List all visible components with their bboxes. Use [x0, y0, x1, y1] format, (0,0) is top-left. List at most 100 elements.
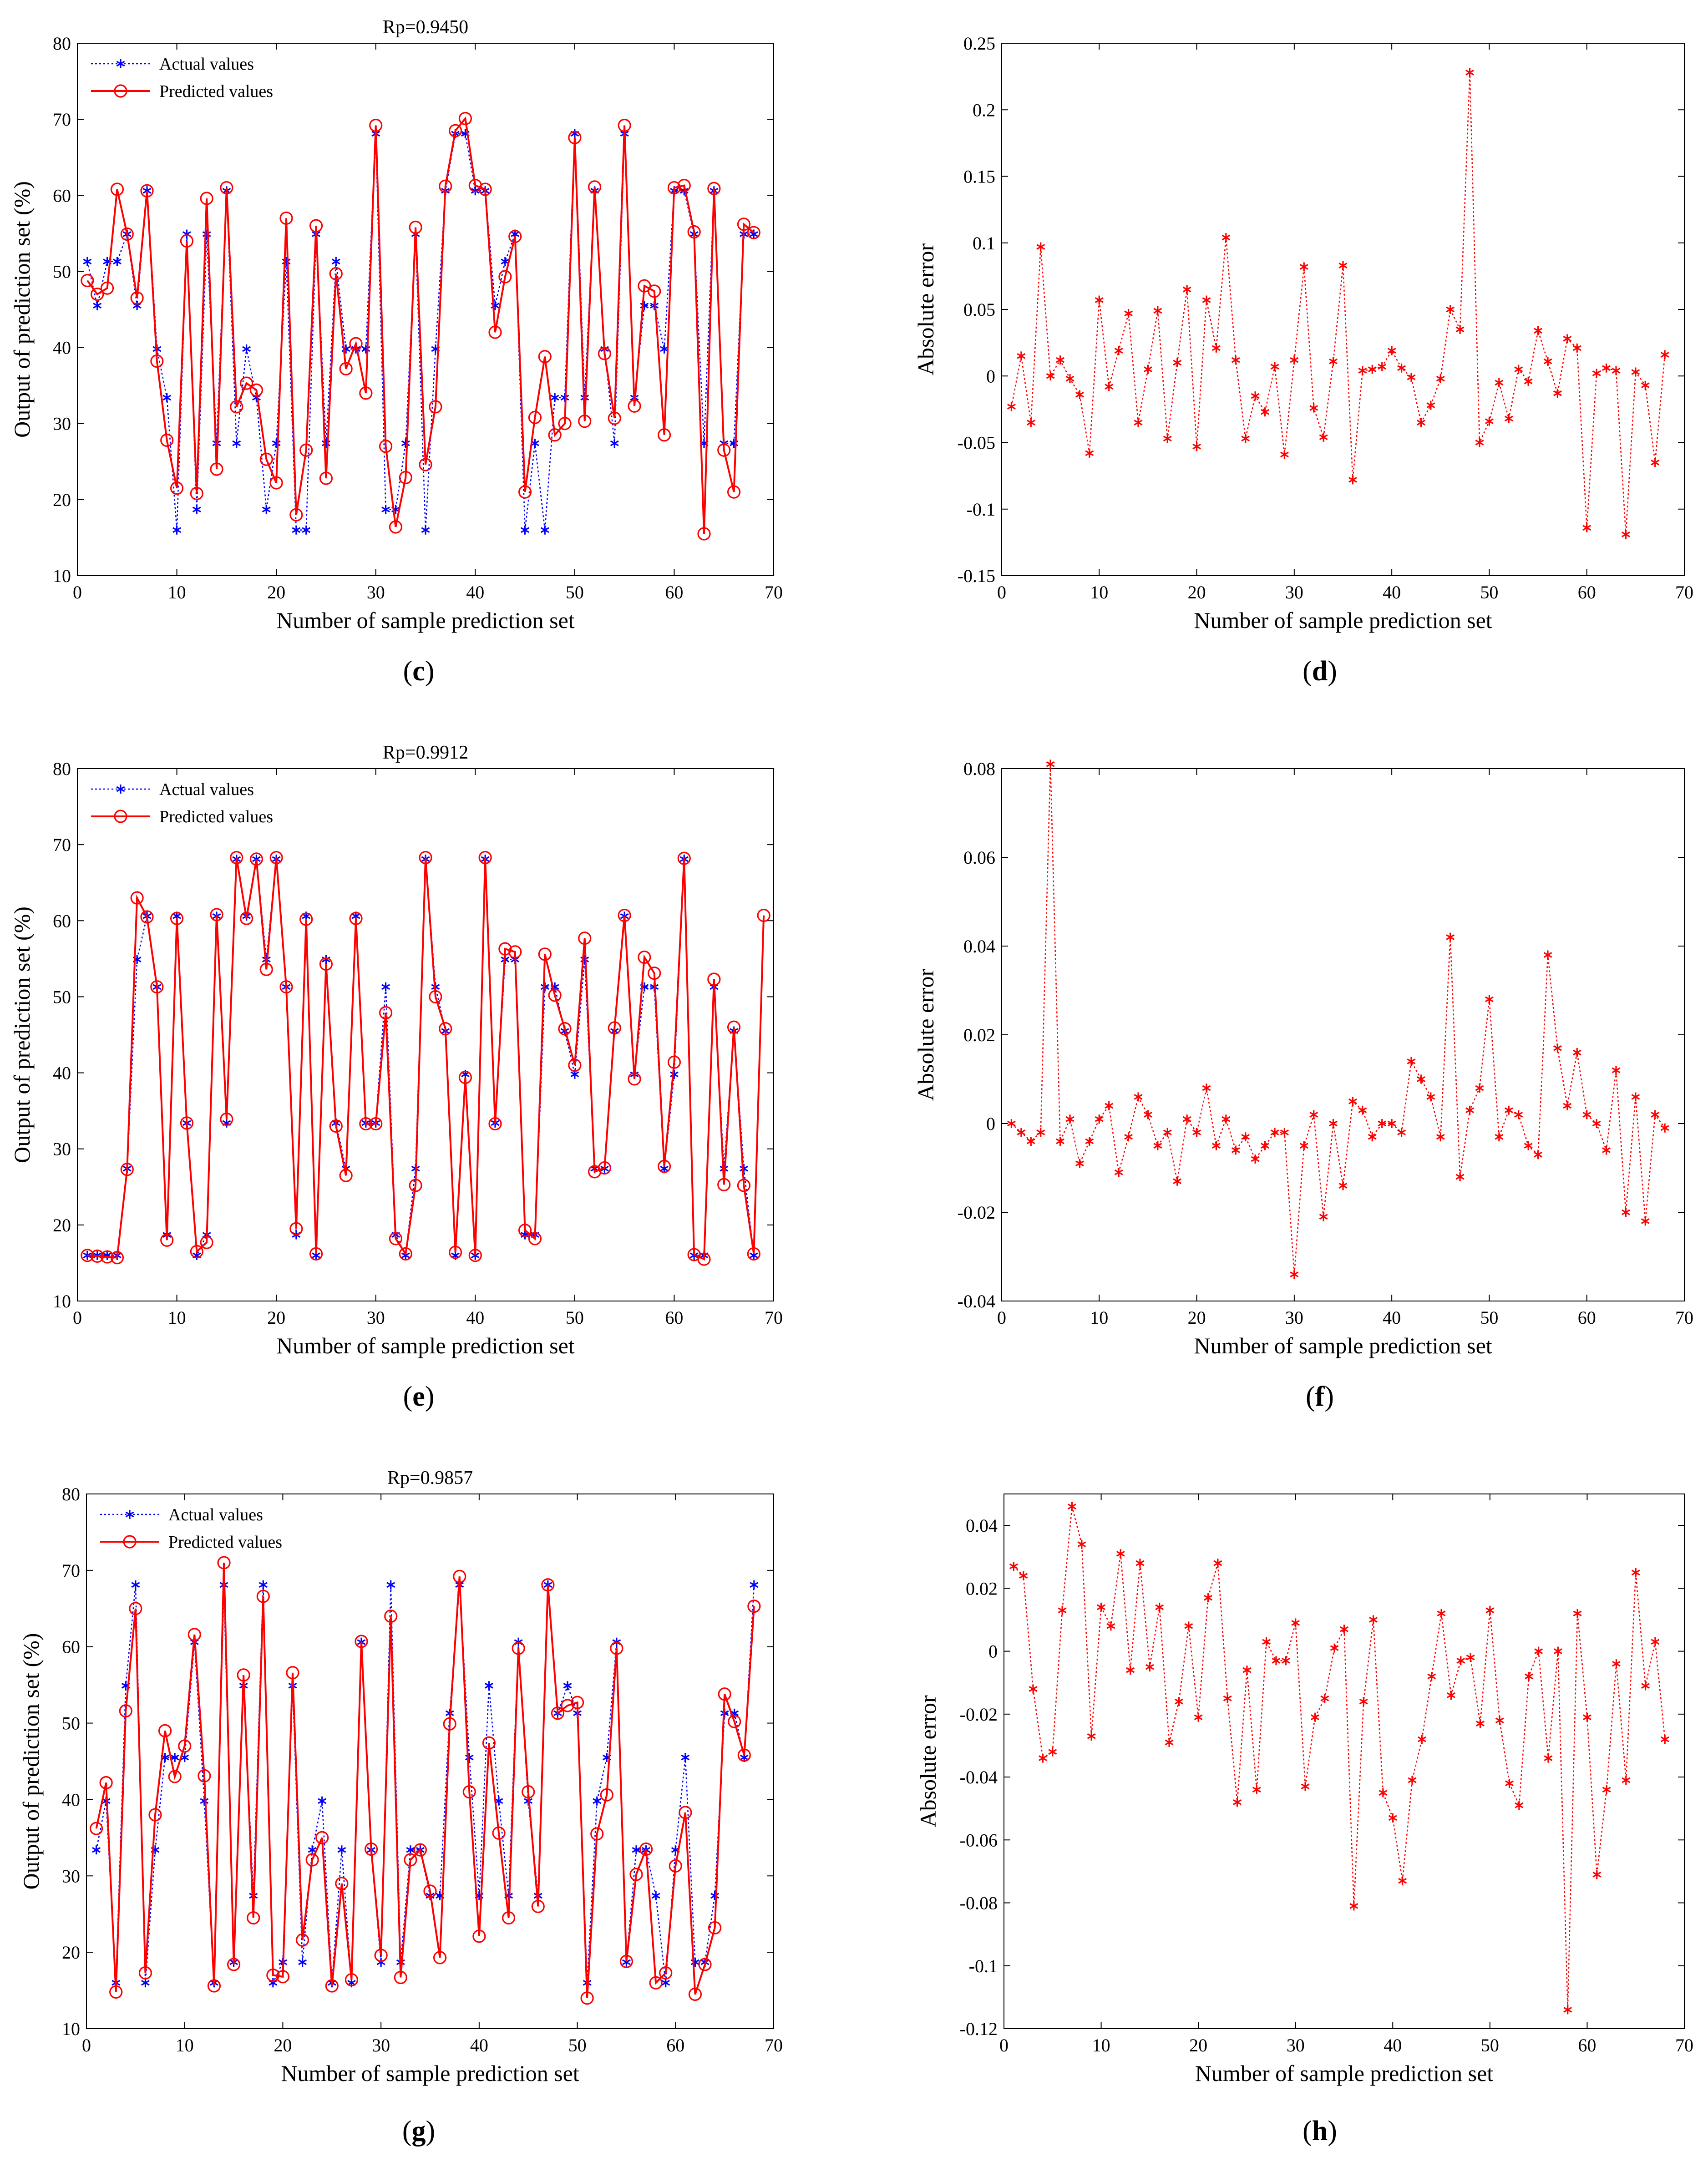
data-point-predicted [657, 1159, 671, 1173]
data-point-predicted [319, 471, 333, 485]
x-tick-label: 0 [73, 582, 82, 602]
x-tick-label: 60 [1578, 582, 1596, 602]
data-point-predicted [130, 891, 144, 905]
data-point-error [1504, 414, 1513, 423]
data-point-actual [406, 1845, 415, 1855]
data-point-predicted [247, 1911, 260, 1925]
data-point-predicted [110, 1251, 124, 1265]
data-point-predicted [180, 1116, 194, 1130]
data-point-error [1211, 343, 1221, 353]
data-point-predicted [325, 1979, 339, 1993]
data-point-actual [337, 1845, 346, 1855]
x-tick-label: 50 [1481, 2035, 1499, 2055]
plot-frame [1004, 1494, 1685, 2029]
data-point-error [1378, 362, 1387, 371]
data-point-error [1319, 1212, 1328, 1221]
data-point-error [1056, 1137, 1065, 1146]
data-point-error [1174, 1697, 1183, 1706]
data-point-error [1310, 1712, 1319, 1722]
data-point-predicted [379, 1006, 393, 1020]
data-point-predicted [697, 1252, 711, 1266]
data-point-predicted [568, 131, 582, 144]
data-point-error [1602, 1145, 1611, 1155]
data-point-error [1124, 1132, 1133, 1142]
data-point-actual [232, 439, 241, 448]
y-tick-label: 10 [62, 2019, 80, 2039]
data-point-error [1077, 1539, 1086, 1549]
data-point-actual [282, 257, 291, 266]
data-point-error [1544, 1753, 1553, 1763]
data-point-predicted [190, 486, 203, 501]
data-point-error [1126, 1666, 1135, 1675]
data-point-actual [269, 1978, 278, 1988]
x-tick-label: 30 [1285, 1307, 1303, 1328]
data-point-error [1398, 1876, 1407, 1886]
y-tick-label: 0 [986, 1114, 995, 1134]
data-point-predicted [109, 1985, 123, 1999]
y-tick-label: 0.1 [973, 233, 995, 253]
data-point-predicted [190, 1245, 203, 1258]
data-point-predicted [237, 1668, 250, 1682]
y-tick-label: 10 [53, 1291, 71, 1311]
data-point-predicted [737, 1748, 751, 1762]
data-point-error [1397, 363, 1406, 373]
data-point-error [1534, 1646, 1543, 1656]
data-point-predicted [659, 1966, 673, 1980]
data-point-predicted [210, 462, 223, 476]
series-line-actual-values [87, 859, 755, 1258]
data-point-predicted [757, 908, 770, 922]
data-point-actual [521, 525, 530, 535]
data-point-error [1046, 759, 1055, 769]
data-point-error [1416, 1074, 1425, 1084]
data-point-error [1572, 1048, 1581, 1057]
data-point-error [1426, 400, 1435, 410]
chart-panel-f: 0 10 20 30 40 50 60 70 -0.04 -0.02 0 0.02 0.04 0.06 0.… [854, 725, 1708, 1417]
series-line-error [1011, 764, 1666, 1275]
data-point-predicted [718, 1687, 731, 1701]
x-tick-label: 30 [1285, 582, 1303, 602]
data-point-predicted [266, 1968, 280, 1982]
data-point-predicted [140, 910, 154, 924]
data-point-error [1221, 233, 1231, 243]
data-point-error [1485, 1605, 1495, 1615]
data-point-actual [262, 505, 271, 514]
y-tick-label: 80 [53, 33, 71, 54]
data-point-error [1087, 1731, 1096, 1741]
data-point-error [1036, 1128, 1045, 1137]
data-point-predicted [148, 1808, 162, 1822]
plot-frame [77, 768, 774, 1301]
data-point-predicted [528, 410, 542, 424]
data-point-error [1281, 1656, 1290, 1666]
y-tick-label: 0.04 [966, 1515, 998, 1536]
data-point-error [1182, 1114, 1191, 1124]
legend-marker-circle [114, 810, 127, 823]
data-point-actual [563, 1681, 572, 1691]
data-point-actual [93, 301, 102, 310]
data-point-error [1465, 68, 1475, 77]
data-point-predicted [618, 908, 631, 922]
data-point-predicted [207, 1979, 221, 1993]
data-point-actual [92, 1845, 101, 1855]
data-point-predicted [648, 284, 661, 298]
caption-open: ( [1303, 2116, 1312, 2147]
y-tick-label: 40 [53, 1063, 71, 1083]
data-point-actual [258, 1580, 268, 1590]
data-point-predicted [498, 270, 512, 284]
data-point-predicted [170, 911, 184, 925]
data-point-actual [661, 1978, 670, 1988]
data-point-predicted [578, 932, 592, 945]
data-point-predicted [315, 1831, 329, 1844]
data-point-predicted [453, 1569, 466, 1583]
data-point-predicted [279, 980, 293, 994]
data-point-error [1330, 1643, 1339, 1653]
data-point-predicted [119, 1704, 132, 1718]
data-point-actual [242, 344, 251, 354]
data-point-predicted [707, 182, 721, 195]
data-point-error [1660, 1735, 1669, 1744]
legend-entry: Predicted values [159, 807, 273, 826]
data-point-predicted [200, 192, 213, 205]
data-point-predicted [319, 957, 333, 971]
x-tick-label: 50 [566, 1307, 584, 1328]
chart-panel-d: 0 10 20 30 40 50 60 70 -0.15 -0.1 -0.05 0 0.05 0.1 0.1… [854, 0, 1708, 692]
